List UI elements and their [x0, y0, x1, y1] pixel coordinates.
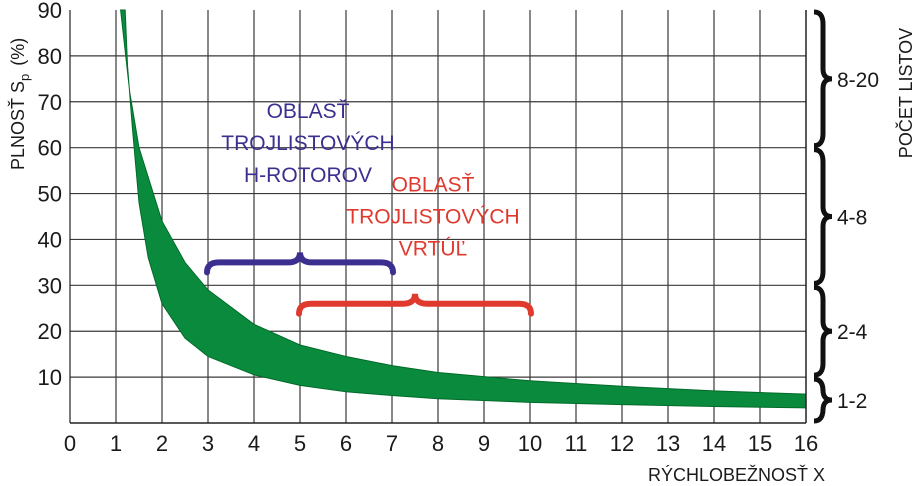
x-tick-label: 0 [64, 431, 76, 456]
x-tick-label: 3 [202, 431, 214, 456]
x-tick-label: 12 [610, 431, 634, 456]
blade-count-label: 1-2 [837, 390, 867, 413]
y-tick-labels: 10 20 30 40 50 60 70 80 90 [38, 0, 62, 390]
y-tick-label: 20 [38, 319, 62, 344]
h-rotor-brace [204, 252, 396, 276]
x-tick-label: 13 [656, 431, 680, 456]
blade-count-brace [813, 9, 833, 149]
propeller-brace [296, 293, 534, 317]
right-axis-title: POČET LISTOV [895, 28, 916, 158]
x-tick-label: 7 [386, 431, 398, 456]
y-tick-label: 90 [38, 0, 62, 23]
x-tick-label: 1 [110, 431, 122, 456]
x-tick-label: 2 [156, 431, 168, 456]
h-rotor-annotation-line: H-ROTOROV [244, 164, 372, 187]
y-tick-label: 40 [38, 227, 62, 252]
y-axis-label-unit: (%) [8, 38, 28, 66]
x-tick-label: 5 [294, 431, 306, 456]
x-tick-label: 4 [248, 431, 260, 456]
x-tick-label: 14 [702, 431, 726, 456]
y-axis-label-main: PLNOSŤ S [8, 81, 28, 170]
y-tick-label: 70 [38, 90, 62, 115]
y-tick-label: 10 [38, 365, 62, 390]
y-tick-label: 30 [38, 273, 62, 298]
propeller-annotation-line: VRTÚĽ [399, 237, 467, 260]
solidity-band [120, 9, 807, 409]
x-tick-labels: 0 1 2 3 4 5 6 7 8 9 10 11 12 13 14 15 16 [64, 431, 818, 456]
x-tick-label: 10 [518, 431, 542, 456]
h-rotor-annotation-line: OBLASŤ [267, 100, 350, 123]
propeller-annotation-line: TROJLISTOVÝCH [346, 205, 519, 228]
x-tick-label: 16 [794, 431, 818, 456]
x-tick-label: 11 [565, 431, 588, 456]
blade-count-brace [813, 147, 833, 286]
h-rotor-annotation-line: TROJLISTOVÝCH [221, 132, 394, 155]
plot-frame [69, 10, 807, 424]
y-axis-label-sub: p [17, 74, 32, 81]
annotations: OBLASŤ TROJLISTOVÝCH H-ROTOROV OBLASŤ TROJLI… [204, 100, 534, 317]
x-tick-label: 15 [748, 431, 772, 456]
y-tick-label: 60 [38, 136, 62, 161]
y-tick-label: 50 [38, 182, 62, 207]
right-axis: 8-20 4-8 2-4 1-2 POČET LISTOV [813, 9, 916, 424]
x-tick-label: 6 [340, 431, 352, 456]
grid [70, 10, 806, 423]
blade-count-label: 8-20 [837, 69, 879, 92]
blade-count-brace [813, 284, 833, 378]
band-layer [120, 9, 807, 409]
blade-count-brace [813, 376, 833, 424]
y-axis-label: PLNOSŤ Sp (%) [8, 38, 32, 170]
propeller-annotation-line: OBLASŤ [392, 173, 475, 196]
x-tick-label: 8 [432, 431, 444, 456]
blade-count-label: 4-8 [837, 207, 867, 230]
x-axis-label: RÝCHLOBEŽNOSŤ X [648, 465, 825, 485]
y-tick-label: 80 [38, 44, 62, 69]
x-tick-label: 9 [478, 431, 490, 456]
blade-count-label: 2-4 [837, 321, 868, 344]
